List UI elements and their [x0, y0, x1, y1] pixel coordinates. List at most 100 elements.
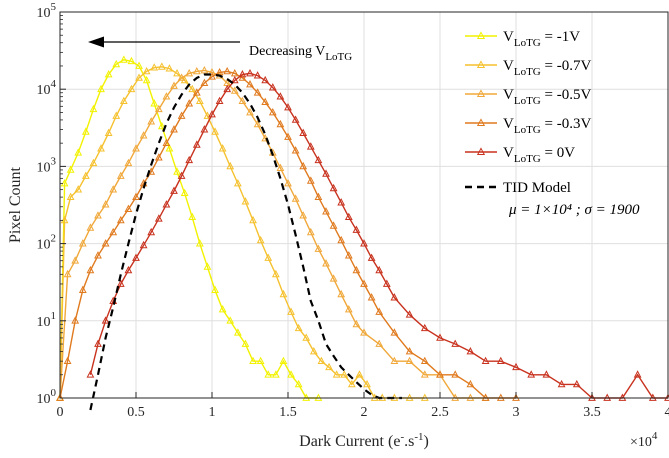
data-point: [94, 211, 102, 219]
series-0: [56, 55, 323, 401]
data-point: [89, 158, 98, 167]
data-point: [233, 328, 242, 336]
data-point: [294, 379, 303, 388]
data-point: [226, 316, 235, 324]
data-point: [466, 393, 475, 401]
data-point: [230, 68, 239, 77]
x-tick-label: 1: [209, 405, 216, 420]
data-point: [466, 379, 475, 388]
data-point: [390, 356, 399, 365]
y-tick-label: 103: [37, 155, 57, 175]
data-point: [60, 215, 69, 224]
data-point: [147, 117, 156, 125]
data-point: [177, 111, 186, 119]
data-point: [177, 73, 186, 81]
legend-label: VLoTG = -0.7V: [503, 58, 591, 78]
data-point: [127, 56, 136, 65]
data-point: [352, 319, 361, 328]
x-axis-label: Dark Current (e-.s-1): [299, 431, 429, 450]
data-point: [78, 239, 87, 247]
data-point: [261, 75, 270, 84]
data-point: [154, 104, 163, 113]
data-point: [63, 356, 72, 365]
data-point: [451, 339, 460, 347]
data-point: [71, 256, 80, 264]
data-point: [215, 96, 224, 105]
data-point: [226, 161, 235, 170]
data-point: [314, 155, 323, 164]
legend-item-4: VLoTG = 0V: [465, 145, 575, 165]
legend-item-2: VLoTG = -0.5V: [465, 87, 591, 107]
data-point: [314, 393, 323, 401]
data-point: [276, 92, 285, 100]
data-point: [208, 72, 216, 80]
data-point: [185, 99, 194, 107]
data-point: [86, 223, 95, 231]
data-point: [165, 144, 174, 152]
data-point: [150, 99, 159, 107]
data-point: [101, 200, 110, 208]
data-point: [382, 279, 391, 287]
data-point: [648, 393, 657, 401]
data-point: [173, 167, 181, 175]
data-point: [329, 183, 338, 192]
data-point: [74, 148, 83, 156]
data-point: [291, 115, 300, 123]
series-line: [89, 72, 668, 399]
data-point: [344, 251, 353, 259]
data-point: [287, 370, 295, 378]
data-point: [572, 379, 581, 388]
data-point: [218, 305, 227, 313]
data-point: [154, 214, 163, 222]
data-point: [314, 244, 323, 252]
data-point: [97, 84, 105, 93]
data-point: [325, 362, 333, 371]
data-point: [124, 265, 133, 274]
x-tick-label: 3.5: [583, 405, 601, 420]
data-point: [276, 163, 285, 171]
data-point: [306, 142, 315, 150]
data-point: [527, 370, 536, 378]
data-point: [246, 80, 254, 88]
data-point: [208, 67, 216, 76]
data-point: [322, 169, 330, 177]
data-point: [241, 339, 250, 347]
data-point: [218, 144, 227, 152]
data-point: [363, 379, 371, 388]
data-point: [496, 393, 505, 401]
data-point: [74, 185, 83, 193]
data-point: [203, 262, 212, 270]
data-point: [268, 83, 277, 91]
data-point: [256, 235, 265, 244]
data-point: [241, 197, 250, 205]
data-point: [192, 66, 201, 75]
data-point: [261, 97, 270, 106]
data-point: [104, 128, 113, 136]
data-point: [284, 102, 292, 111]
data-point: [299, 211, 308, 219]
data-point: [147, 227, 156, 236]
data-point: [420, 370, 429, 378]
decreasing-annotation: Decreasing VLoTG: [88, 36, 352, 63]
data-point: [375, 307, 384, 315]
data-point: [116, 215, 125, 224]
data-point: [618, 393, 627, 401]
data-point: [127, 84, 136, 93]
data-point: [337, 235, 346, 244]
data-point: [238, 96, 247, 105]
data-point: [124, 204, 133, 212]
data-point: [200, 125, 209, 133]
data-point: [173, 68, 181, 77]
legend-item-3: VLoTG = -0.3V: [465, 116, 591, 136]
data-point: [317, 356, 326, 365]
data-point: [512, 393, 520, 401]
x-tick-label: 2: [361, 405, 368, 420]
legend-marker: [476, 118, 486, 127]
data-point: [332, 370, 341, 378]
data-point: [302, 333, 311, 341]
data-point: [132, 253, 140, 261]
data-point: [294, 323, 303, 332]
legend-marker: [476, 147, 486, 156]
data-point: [268, 107, 277, 116]
data-point: [124, 158, 133, 167]
